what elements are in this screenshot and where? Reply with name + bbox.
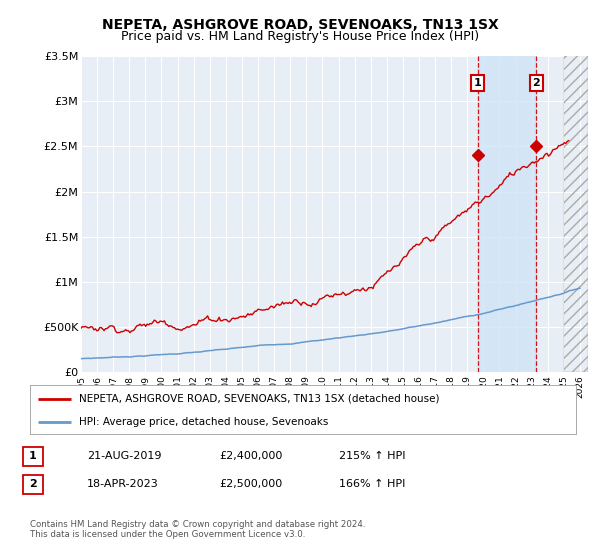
Text: 1: 1	[474, 78, 481, 88]
Text: £2,500,000: £2,500,000	[219, 479, 282, 489]
Text: 215% ↑ HPI: 215% ↑ HPI	[339, 451, 406, 461]
Text: 2: 2	[29, 479, 37, 489]
Text: NEPETA, ASHGROVE ROAD, SEVENOAKS, TN13 1SX: NEPETA, ASHGROVE ROAD, SEVENOAKS, TN13 1…	[101, 18, 499, 32]
Bar	[478, 56, 536, 372]
Text: HPI: Average price, detached house, Sevenoaks: HPI: Average price, detached house, Seve…	[79, 417, 329, 427]
Text: £2,400,000: £2,400,000	[219, 451, 283, 461]
Text: Contains HM Land Registry data © Crown copyright and database right 2024.
This d: Contains HM Land Registry data © Crown c…	[30, 520, 365, 539]
Text: 21-AUG-2019: 21-AUG-2019	[87, 451, 161, 461]
Text: 18-APR-2023: 18-APR-2023	[87, 479, 159, 489]
Text: 166% ↑ HPI: 166% ↑ HPI	[339, 479, 406, 489]
Text: 2: 2	[532, 78, 540, 88]
Bar	[564, 56, 588, 372]
Text: 1: 1	[29, 451, 37, 461]
Text: NEPETA, ASHGROVE ROAD, SEVENOAKS, TN13 1SX (detached house): NEPETA, ASHGROVE ROAD, SEVENOAKS, TN13 1…	[79, 394, 440, 404]
Text: Price paid vs. HM Land Registry's House Price Index (HPI): Price paid vs. HM Land Registry's House …	[121, 30, 479, 43]
